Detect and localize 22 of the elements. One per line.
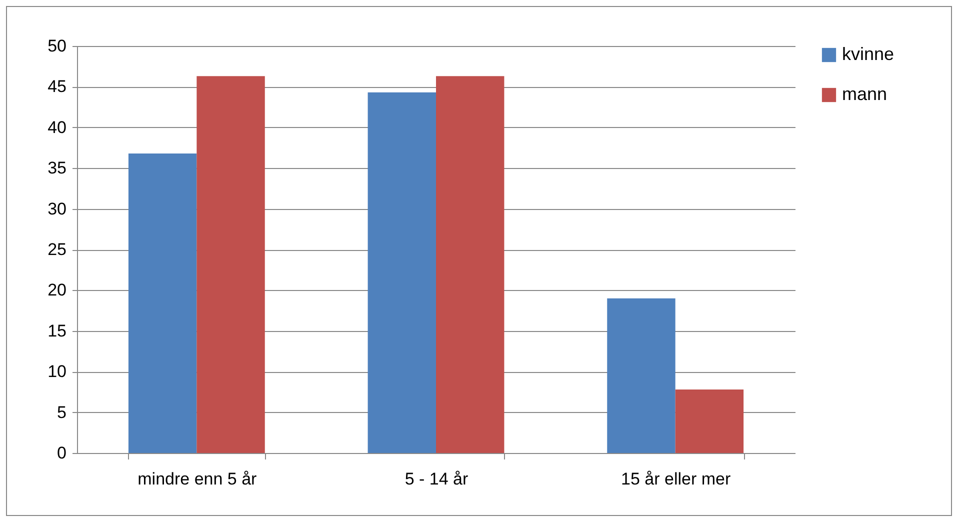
- bar: [436, 76, 504, 453]
- y-tick-label: 45: [48, 77, 66, 96]
- y-tick-label: 0: [57, 444, 66, 462]
- y-tick-label: 40: [48, 118, 66, 137]
- x-tick-label: 5 - 14 år: [404, 470, 468, 488]
- y-tick-label: 35: [48, 158, 66, 178]
- legend-label: kvinne: [842, 44, 894, 64]
- y-tick-label: 15: [48, 321, 66, 340]
- y-tick-label: 10: [48, 362, 66, 382]
- y-tick-label: 25: [48, 240, 66, 259]
- bar: [196, 76, 265, 453]
- bar: [675, 390, 744, 453]
- x-tick-label: mindre enn 5 år: [138, 470, 258, 488]
- bar: [128, 153, 197, 453]
- x-tick-label: 15 år eller mer: [621, 470, 731, 488]
- y-tick-label: 30: [48, 199, 66, 218]
- legend-label: mann: [842, 84, 888, 104]
- y-tick-label: 20: [48, 280, 66, 300]
- bar: [368, 92, 436, 453]
- y-tick-label: 5: [57, 402, 66, 422]
- y-tick-label: 50: [48, 36, 66, 56]
- bar: [607, 298, 676, 453]
